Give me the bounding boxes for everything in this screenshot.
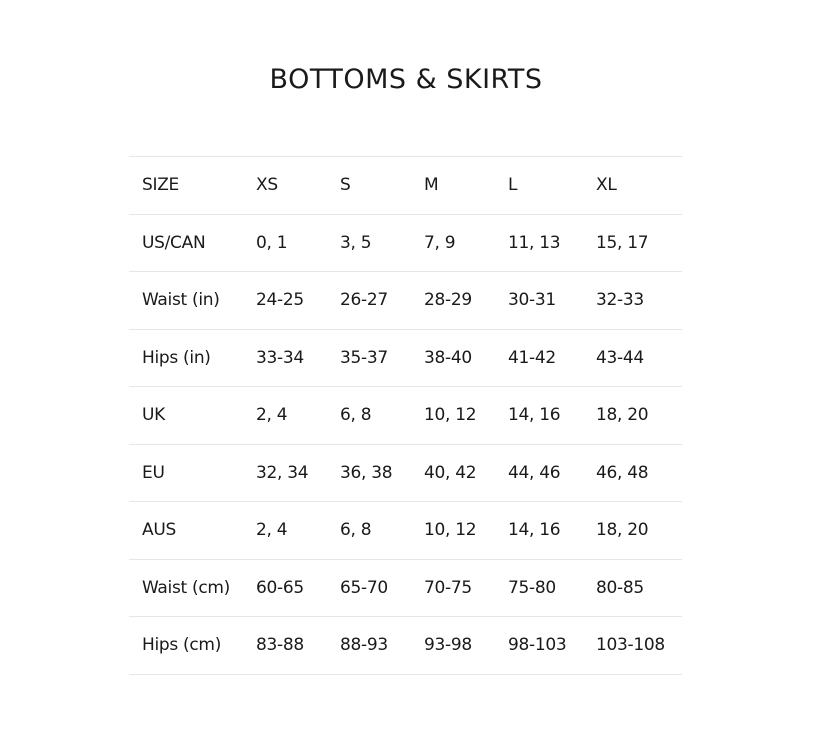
table-row: AUS 2, 4 6, 8 10, 12 14, 16 18, 20 [129,501,682,559]
table-cell: 93-98 [411,616,495,675]
table-row: Waist (in) 24-25 26-27 28-29 30-31 32-33 [129,271,682,329]
table-cell: L [495,156,583,214]
table-row: Hips (cm) 83-88 88-93 93-98 98-103 103-108 [129,616,682,675]
size-chart-table: SIZE XS S M L XL US/CAN 0, 1 3, 5 7, 9 11, 13 15, 1… [129,156,682,675]
table-cell: 40, 42 [411,443,495,502]
row-label: Waist (cm) [129,558,243,617]
page-title: BOTTOMS & SKIRTS [269,64,543,95]
table-row: EU 32, 34 36, 38 40, 42 44, 46 46, 48 [129,443,682,502]
table-header-row: SIZE XS S M L XL [129,156,682,214]
row-label: Hips (in) [129,328,243,387]
table-cell: 35-37 [327,328,411,387]
table-cell: 18, 20 [583,386,682,444]
table-cell: 2, 4 [243,386,327,444]
table-cell: 41-42 [495,328,583,387]
table-cell: 65-70 [327,558,411,617]
row-label: US/CAN [129,213,243,272]
table-cell: 32, 34 [243,443,327,502]
row-label: SIZE [129,156,243,214]
table-cell: 24-25 [243,271,327,329]
table-cell: S [327,156,411,214]
row-label: Waist (in) [129,271,243,329]
table-cell: 6, 8 [327,386,411,444]
table-row: UK 2, 4 6, 8 10, 12 14, 16 18, 20 [129,386,682,444]
table-cell: 83-88 [243,616,327,675]
table-cell: XL [583,156,682,214]
row-label: AUS [129,501,243,559]
table-cell: 80-85 [583,558,682,617]
table-cell: 30-31 [495,271,583,329]
table-cell: M [411,156,495,214]
table-cell: 3, 5 [327,213,411,272]
table-cell: 103-108 [583,616,682,675]
table-cell: 0, 1 [243,213,327,272]
table-row: Hips (in) 33-34 35-37 38-40 41-42 43-44 [129,328,682,387]
table-row: Waist (cm) 60-65 65-70 70-75 75-80 80-85 [129,558,682,617]
table-cell: 15, 17 [583,213,682,272]
table-row: US/CAN 0, 1 3, 5 7, 9 11, 13 15, 17 [129,213,682,272]
table-cell: 11, 13 [495,213,583,272]
table-cell: 26-27 [327,271,411,329]
table-cell: 7, 9 [411,213,495,272]
table-cell: 43-44 [583,328,682,387]
table-cell: 44, 46 [495,443,583,502]
table-cell: 14, 16 [495,501,583,559]
table-cell: 46, 48 [583,443,682,502]
table-cell: 75-80 [495,558,583,617]
table-cell: 70-75 [411,558,495,617]
row-label: EU [129,443,243,502]
table-cell: 10, 12 [411,501,495,559]
table-cell: 14, 16 [495,386,583,444]
table-cell: 38-40 [411,328,495,387]
table-cell: 33-34 [243,328,327,387]
table-cell: XS [243,156,327,214]
table-cell: 28-29 [411,271,495,329]
table-cell: 10, 12 [411,386,495,444]
table-cell: 2, 4 [243,501,327,559]
table-cell: 60-65 [243,558,327,617]
table-cell: 98-103 [495,616,583,675]
row-label: Hips (cm) [129,616,243,675]
table-cell: 6, 8 [327,501,411,559]
table-cell: 36, 38 [327,443,411,502]
table-cell: 32-33 [583,271,682,329]
row-label: UK [129,386,243,444]
table-cell: 88-93 [327,616,411,675]
table-cell: 18, 20 [583,501,682,559]
